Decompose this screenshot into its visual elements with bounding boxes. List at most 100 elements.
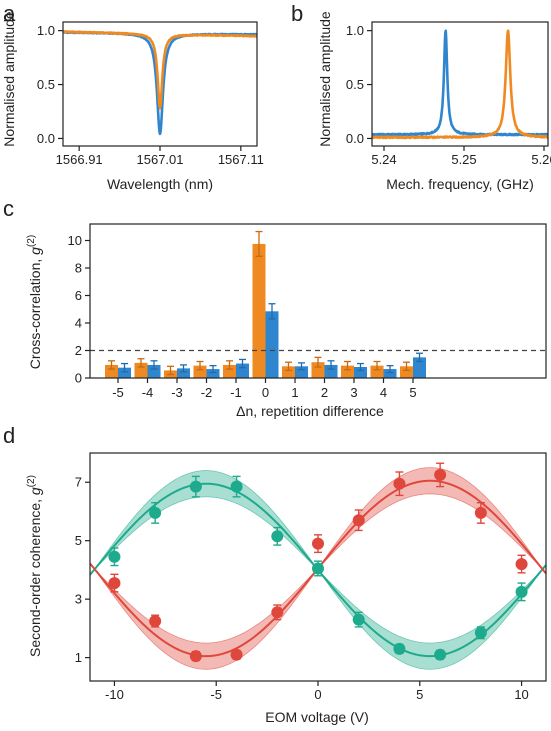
bar-blue-2 bbox=[324, 364, 338, 378]
panel-c-plot-area: -5 -4 -3 -2 -1 0 1 2 3 4 5 0 2 4 6 8 10 bbox=[68, 223, 547, 400]
point-red-9 bbox=[474, 506, 487, 519]
panel-b-xtick-1-label: 5.25 bbox=[451, 152, 476, 167]
point-teal-9 bbox=[474, 626, 487, 639]
panel-a-ytick-1-label: 0.5 bbox=[37, 77, 55, 92]
panel-b-plot-area: 5.24 5.25 5.26 0.0 0.5 1.0 bbox=[346, 21, 551, 167]
point-red-0 bbox=[108, 577, 121, 590]
point-teal-7 bbox=[393, 642, 406, 655]
panel-c-letter: c bbox=[3, 196, 14, 221]
point-red-1 bbox=[149, 615, 162, 628]
panel-a-xtick-0-label: 1566.91 bbox=[56, 152, 103, 167]
panel-a-letter: a bbox=[3, 1, 16, 26]
bar-orange-5 bbox=[400, 366, 413, 378]
point-teal-3 bbox=[230, 480, 243, 493]
panel-b-xtick-2-label: 5.26 bbox=[531, 152, 551, 167]
panel-a-series-blue bbox=[63, 30, 257, 136]
panel-b-series-orange bbox=[372, 29, 548, 140]
point-red-2 bbox=[189, 650, 202, 663]
panel-d-xtick-1-label: -5 bbox=[210, 687, 222, 702]
panel-c-xtick-label-3: 3 bbox=[350, 385, 357, 400]
panel-d-plot-area: -10 -5 0 5 10 1 3 5 7 bbox=[75, 452, 547, 702]
panel-c-ytick-4-label: 8 bbox=[75, 261, 82, 276]
point-teal-2 bbox=[189, 480, 202, 493]
panel-c-xtick-label-5: 5 bbox=[409, 385, 416, 400]
panel-b-ylabel: Normalised amplitude bbox=[317, 11, 333, 147]
panel-c-xtick-label--5: -5 bbox=[112, 385, 124, 400]
bar-orange-2 bbox=[311, 362, 325, 378]
panel-b-ytick-0-label: 0.0 bbox=[346, 131, 364, 146]
panel-b-ytick-2-label: 1.0 bbox=[346, 23, 364, 38]
bar-blue-5 bbox=[413, 357, 426, 378]
panel-c-frame bbox=[89, 223, 547, 379]
panel-c-ytick-1-label: 2 bbox=[75, 343, 82, 358]
bar-orange-1 bbox=[282, 366, 295, 378]
bar-blue--3 bbox=[177, 368, 190, 378]
panel-b-letter: b bbox=[291, 1, 303, 26]
panel-a-series-orange bbox=[63, 30, 257, 110]
point-teal-5 bbox=[312, 562, 324, 575]
panel-b-xtick-0-label: 5.24 bbox=[371, 152, 396, 167]
point-red-7 bbox=[393, 477, 406, 490]
panel-d-ytick-3-label: 7 bbox=[75, 475, 82, 490]
panel-a-wavelength-spectrum: a Normalised amplitude Wavelength (nm) 1… bbox=[1, 1, 264, 192]
fit-band-teal bbox=[90, 470, 546, 670]
panel-a-ytick-0-label: 0.0 bbox=[37, 131, 55, 146]
panel-a-ylabel: Normalised amplitude bbox=[1, 11, 17, 147]
panel-c-xtick-label--2: -2 bbox=[201, 385, 213, 400]
panel-a-xtick-2-label: 1567.11 bbox=[218, 152, 264, 167]
panel-d-xtick-3-label: 5 bbox=[416, 687, 423, 702]
bar-orange-0 bbox=[252, 243, 266, 378]
point-red-5 bbox=[312, 537, 324, 550]
panel-c-xtick-label--3: -3 bbox=[171, 385, 183, 400]
bar-blue-0 bbox=[265, 311, 279, 378]
panel-c-cross-correlation-bars: c Cross-correlation, g(2) Δn, repetition… bbox=[3, 196, 547, 419]
point-red-10 bbox=[515, 558, 528, 571]
panel-a-xlabel: Wavelength (nm) bbox=[107, 176, 213, 192]
panel-d-xtick-4-label: 10 bbox=[514, 687, 528, 702]
bar-orange--2 bbox=[193, 365, 207, 378]
point-teal-6 bbox=[352, 613, 365, 626]
panel-c-ytick-0-label: 0 bbox=[75, 371, 82, 386]
bar-blue--4 bbox=[147, 364, 161, 378]
panel-b-ytick-1-label: 0.5 bbox=[346, 77, 364, 92]
panel-d-ytick-1-label: 3 bbox=[75, 592, 82, 607]
point-teal-8 bbox=[434, 648, 447, 661]
bar-orange--1 bbox=[223, 364, 236, 378]
point-teal-1 bbox=[149, 506, 162, 519]
bar-blue-1 bbox=[295, 366, 308, 378]
point-red-8 bbox=[434, 468, 447, 481]
panel-d-ylabel: Second-order coherence, g(2) bbox=[26, 475, 43, 657]
panel-b-series-blue bbox=[372, 29, 548, 137]
point-red-4 bbox=[271, 606, 284, 619]
panel-c-ytick-3-label: 6 bbox=[75, 288, 82, 303]
panel-c-ytick-2-label: 4 bbox=[75, 316, 82, 331]
panel-c-xtick-label-0: 0 bbox=[262, 385, 269, 400]
panel-c-xtick-label-2: 2 bbox=[321, 385, 328, 400]
bar-orange-4 bbox=[370, 365, 384, 378]
bar-orange-3 bbox=[341, 365, 354, 378]
panel-b-mechanical-spectrum: b Normalised amplitude Mech. frequency, … bbox=[291, 1, 551, 192]
panel-a-xtick-1-label: 1567.01 bbox=[137, 152, 184, 167]
panel-d-ytick-0-label: 1 bbox=[75, 650, 82, 665]
panel-b-frame bbox=[371, 21, 549, 147]
panel-c-xtick-label--1: -1 bbox=[230, 385, 242, 400]
panel-c-xtick-label-1: 1 bbox=[291, 385, 298, 400]
point-teal-10 bbox=[515, 585, 528, 598]
panel-c-xlabel: Δn, repetition difference bbox=[236, 403, 384, 419]
bar-blue-3 bbox=[354, 367, 367, 378]
panel-a-plot-area: 1566.91 1567.01 1567.11 0.0 0.5 1.0 bbox=[37, 21, 264, 167]
panel-a-ytick-2-label: 1.0 bbox=[37, 23, 55, 38]
bar-blue-4 bbox=[383, 369, 397, 378]
bar-blue--5 bbox=[118, 367, 131, 378]
point-teal-0 bbox=[108, 550, 121, 563]
panel-d-xtick-2-label: 0 bbox=[314, 687, 321, 702]
panel-c-xtick-label-4: 4 bbox=[380, 385, 387, 400]
point-red-6 bbox=[352, 514, 365, 527]
panel-d-second-order-coherence: d Second-order coherence, g(2) EOM volta… bbox=[3, 423, 547, 725]
panel-d-letter: d bbox=[3, 423, 15, 448]
panel-d-ytick-2-label: 5 bbox=[75, 533, 82, 548]
bar-orange--5 bbox=[105, 364, 118, 378]
panel-d-xlabel: EOM voltage (V) bbox=[265, 709, 368, 725]
panel-c-xtick-label--4: -4 bbox=[142, 385, 154, 400]
